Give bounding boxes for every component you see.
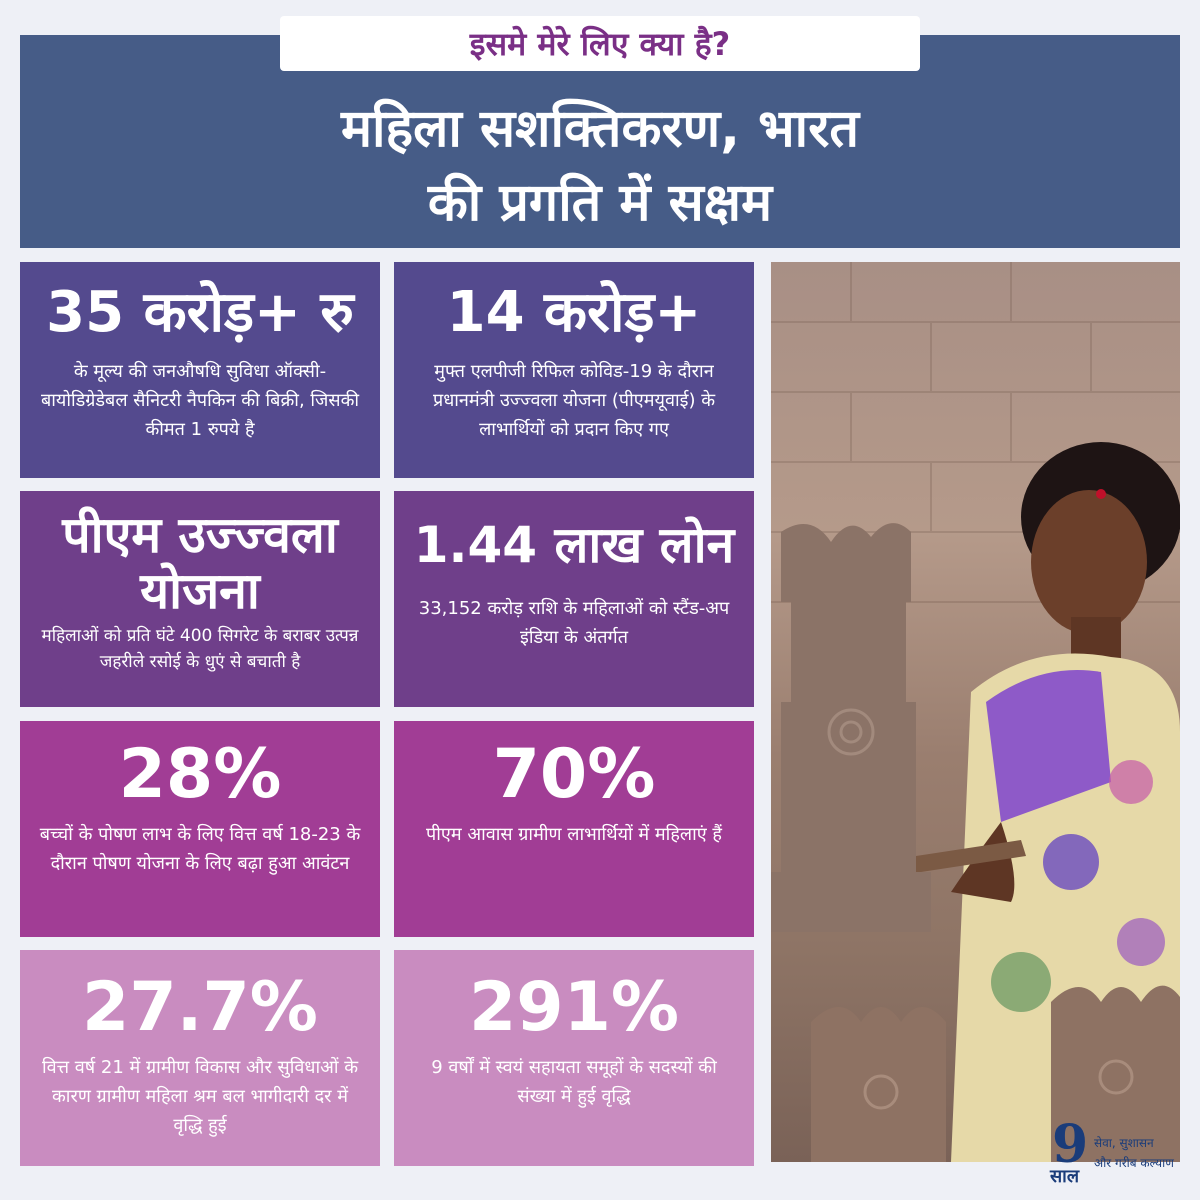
logo-years: साल: [1050, 1166, 1080, 1187]
stat-tile-lpg-refills: 14 करोड़+ मुफ्त एलपीजी रिफिल कोविड-19 के…: [394, 262, 754, 478]
title-line-2: की प्रगति में सक्षम: [427, 173, 773, 233]
stat-tile-shg-growth: 291% 9 वर्षों में स्वयं सहायता समूहों के…: [394, 950, 754, 1166]
stat-tile-ujjwala: पीएम उज्ज्वला योजना महिलाओं को प्रति घंट…: [20, 491, 380, 707]
stat-description: वित्त वर्ष 21 में ग्रामीण विकास और सुविध…: [41, 1057, 359, 1137]
stat-description: मुफ्त एलपीजी रिफिल कोविड-19 के दौरान प्र…: [432, 360, 716, 440]
logo-tagline-1: सेवा, सुशासन: [1094, 1136, 1154, 1150]
stat-value: 291%: [468, 968, 680, 1047]
stat-description: बच्चों के पोषण लाभ के लिए वित्त वर्ष 18-…: [39, 824, 361, 875]
stat-tile-labour-force: 27.7% वित्त वर्ष 21 में ग्रामीण विकास और…: [20, 950, 380, 1166]
stat-value: 28%: [118, 735, 282, 814]
stat-tile-standup-loans: 1.44 लाख लोन 33,152 करोड़ राशि के महिलाओ…: [394, 491, 754, 707]
stat-value: 27.7%: [82, 968, 318, 1047]
stat-tile-pm-awas: 70% पीएम आवास ग्रामीण लाभार्थियों में मह…: [394, 721, 754, 937]
logo-number: 9: [1052, 1114, 1089, 1175]
title-line-1: महिला सशक्तिकरण, भारत: [340, 99, 860, 159]
stat-value: 14 करोड़+: [446, 280, 702, 345]
stat-description: 9 वर्षों में स्वयं सहायता समूहों के सदस्…: [431, 1057, 717, 1108]
stat-description: महिलाओं को प्रति घंटे 400 सिगरेट के बराब…: [41, 626, 359, 672]
logo-tagline-2: और गरीब कल्याण: [1094, 1156, 1174, 1170]
artisan-photo: [771, 262, 1180, 1162]
stat-description: के मूल्य की जनऔषधि सुविधा ऑक्सी-बायोडिग्…: [40, 360, 360, 440]
page-title: महिला सशक्तिकरण, भारत की प्रगति में सक्ष…: [20, 92, 1180, 240]
stat-value: 1.44 लाख लोन: [413, 516, 735, 574]
stat-value: 70%: [492, 735, 656, 814]
stat-description: 33,152 करोड़ राशि के महिलाओं को स्टैंड-अ…: [418, 597, 730, 648]
stat-description: पीएम आवास ग्रामीण लाभार्थियों में महिलाए…: [426, 824, 722, 846]
nine-years-logo: 9 साल सेवा, सुशासन और गरीब कल्याण: [1050, 1114, 1190, 1190]
logo-mark: 9 साल: [1050, 1114, 1094, 1190]
stat-value: पीएम उज्ज्वला योजना: [62, 506, 338, 620]
stat-value: 35 करोड़+ रु: [46, 280, 354, 345]
header-tag: इसमे मेरे लिए क्या है?: [280, 16, 920, 71]
stat-tile-janaushadhi: 35 करोड़+ रु के मूल्य की जनऔषधि सुविधा ऑ…: [20, 262, 380, 478]
stat-tile-poshan: 28% बच्चों के पोषण लाभ के लिए वित्त वर्ष…: [20, 721, 380, 937]
artisan-illustration: [771, 262, 1180, 1162]
